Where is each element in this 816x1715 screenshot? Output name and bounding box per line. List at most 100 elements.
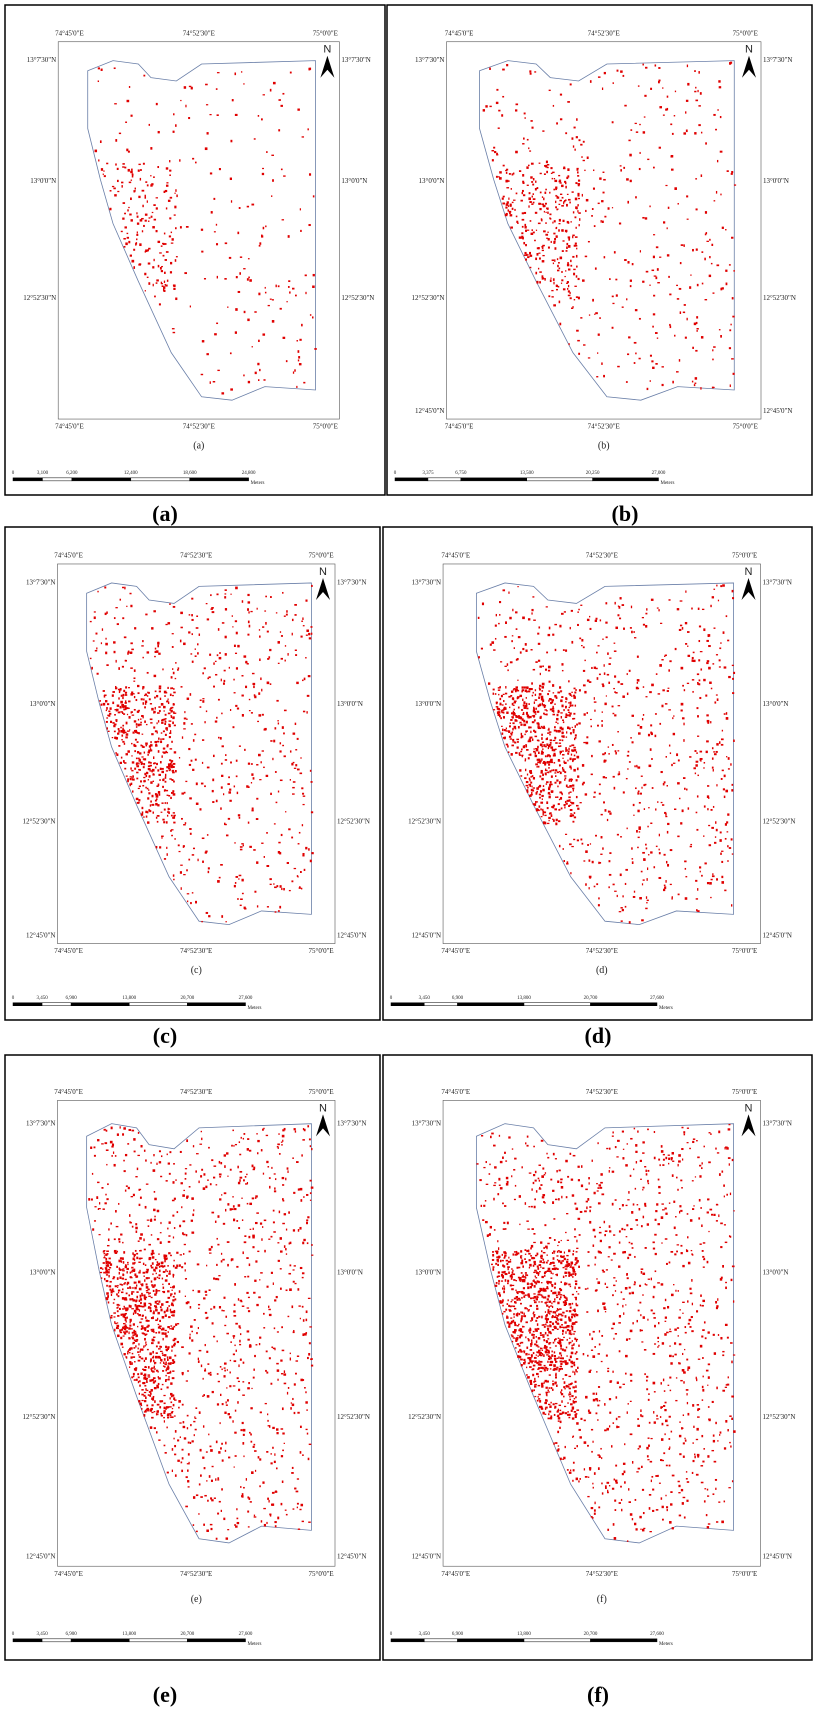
urban-pixel: [553, 754, 555, 756]
urban-pixel: [187, 1370, 189, 1371]
urban-pixel: [553, 710, 554, 713]
urban-pixel: [720, 642, 721, 643]
urban-pixel: [268, 1166, 270, 1168]
urban-pixel: [134, 1310, 136, 1312]
urban-pixel: [131, 169, 133, 171]
urban-pixel: [273, 82, 276, 84]
urban-pixel: [264, 729, 267, 731]
urban-pixel: [639, 168, 641, 170]
urban-pixel: [217, 370, 219, 371]
urban-pixel: [574, 286, 576, 287]
urban-pixel: [521, 755, 523, 756]
urban-pixel: [560, 94, 562, 96]
urban-pixel: [131, 1267, 133, 1269]
urban-pixel: [229, 667, 230, 669]
urban-pixel: [159, 794, 161, 796]
urban-pixel: [714, 627, 716, 628]
urban-pixel: [700, 751, 703, 753]
urban-pixel: [526, 708, 528, 710]
urban-pixel: [669, 660, 671, 662]
urban-pixel: [101, 704, 103, 706]
urban-pixel: [160, 1306, 162, 1308]
urban-pixel: [154, 1198, 157, 1201]
urban-pixel: [158, 1439, 160, 1440]
urban-pixel: [244, 1241, 247, 1243]
urban-pixel: [298, 1305, 300, 1306]
urban-pixel: [306, 711, 307, 713]
urban-pixel: [160, 1222, 161, 1224]
urban-pixel: [534, 240, 536, 242]
urban-pixel: [550, 781, 552, 783]
scale-label: 13,800: [122, 1632, 136, 1637]
urban-pixel: [528, 757, 530, 759]
urban-pixel: [162, 1384, 164, 1385]
urban-pixel: [285, 1510, 287, 1511]
urban-pixel: [160, 698, 161, 700]
urban-pixel: [226, 1387, 227, 1388]
urban-pixel: [167, 1386, 169, 1388]
bottom-coord-label: 74°45'0"E: [445, 423, 474, 431]
urban-pixel: [165, 734, 167, 736]
urban-pixel: [135, 1227, 137, 1230]
urban-pixel: [525, 230, 527, 232]
urban-pixel: [141, 756, 143, 757]
urban-pixel: [141, 698, 143, 700]
urban-pixel: [274, 1187, 276, 1189]
urban-pixel: [249, 1203, 252, 1205]
urban-pixel: [237, 1522, 240, 1524]
urban-pixel: [692, 381, 693, 383]
urban-pixel: [185, 822, 186, 824]
urban-pixel: [173, 1404, 175, 1406]
urban-pixel: [571, 692, 572, 693]
urban-pixel: [720, 831, 722, 833]
urban-pixel: [577, 775, 579, 777]
urban-pixel: [579, 218, 580, 221]
urban-pixel: [141, 1389, 143, 1391]
urban-pixel: [550, 278, 551, 279]
urban-pixel: [158, 774, 161, 776]
urban-pixel: [687, 318, 688, 321]
urban-pixel: [104, 695, 106, 698]
urban-pixel: [510, 661, 513, 663]
urban-pixel: [600, 854, 602, 855]
urban-pixel: [143, 766, 145, 768]
urban-pixel: [598, 334, 600, 336]
urban-pixel: [123, 202, 126, 204]
urban-pixel: [145, 614, 147, 616]
urban-pixel: [557, 270, 559, 272]
urban-pixel: [221, 679, 222, 682]
urban-pixel: [527, 256, 529, 258]
urban-pixel: [160, 741, 162, 744]
urban-pixel: [172, 633, 174, 634]
urban-pixel: [568, 796, 570, 798]
urban-pixel: [281, 1428, 284, 1429]
urban-pixel: [158, 1300, 160, 1302]
urban-pixel: [280, 631, 281, 633]
urban-pixel: [226, 1333, 229, 1335]
urban-pixel: [576, 248, 577, 250]
urban-pixel: [569, 799, 571, 801]
urban-pixel: [228, 776, 230, 778]
urban-pixel: [159, 1346, 161, 1347]
urban-pixel: [667, 831, 668, 834]
urban-pixel: [496, 102, 499, 104]
urban-pixel: [143, 1375, 145, 1376]
urban-pixel: [298, 350, 300, 353]
urban-pixel: [638, 790, 640, 792]
urban-pixel: [252, 346, 253, 347]
urban-pixel: [701, 174, 702, 177]
urban-pixel: [721, 876, 723, 878]
urban-pixel: [276, 1428, 278, 1430]
urban-pixel: [684, 861, 686, 863]
urban-pixel: [651, 599, 654, 601]
urban-pixel: [721, 881, 724, 884]
urban-pixel: [570, 694, 572, 696]
urban-pixel: [519, 722, 521, 724]
urban-pixel: [294, 604, 297, 606]
urban-pixel: [252, 1197, 254, 1199]
urban-pixel: [532, 721, 535, 723]
urban-pixel: [163, 1338, 164, 1340]
urban-pixel: [166, 1427, 167, 1429]
urban-pixel: [181, 686, 183, 688]
urban-pixel: [155, 648, 156, 650]
